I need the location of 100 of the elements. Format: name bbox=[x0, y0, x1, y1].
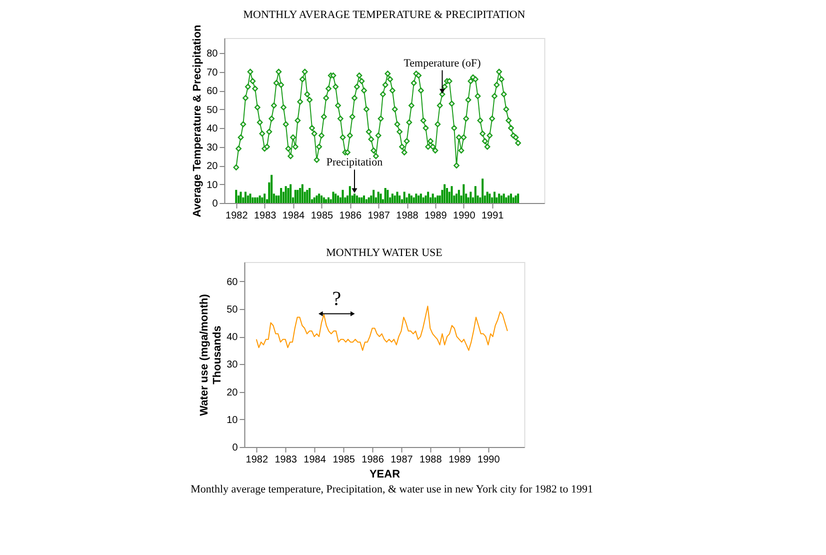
x-tick-label: 1991 bbox=[481, 210, 504, 222]
bar bbox=[424, 196, 427, 203]
x-tick-label: 1988 bbox=[420, 454, 442, 466]
bar bbox=[284, 186, 287, 203]
bar bbox=[240, 192, 242, 203]
y-tick-label: 10 bbox=[206, 180, 218, 191]
bar bbox=[365, 199, 368, 203]
annotation: ? bbox=[332, 288, 342, 310]
bar bbox=[258, 196, 261, 203]
bar bbox=[287, 188, 290, 203]
x-tick-label: 1984 bbox=[304, 454, 326, 466]
bar bbox=[316, 196, 318, 203]
bar bbox=[427, 192, 430, 203]
x-tick-label: 1987 bbox=[368, 210, 390, 222]
bar bbox=[444, 184, 446, 203]
bar bbox=[270, 174, 273, 203]
bar bbox=[436, 196, 439, 203]
bar bbox=[320, 196, 322, 203]
bar bbox=[318, 194, 320, 203]
bar bbox=[482, 178, 484, 203]
y-tick-label: 60 bbox=[206, 86, 218, 97]
bar bbox=[299, 188, 302, 203]
y-tick-label: 50 bbox=[226, 304, 238, 316]
x-tick-label: 1989 bbox=[448, 454, 472, 466]
bar bbox=[368, 197, 370, 203]
bar bbox=[249, 194, 252, 203]
bar bbox=[380, 194, 382, 203]
bar bbox=[488, 194, 491, 203]
bar bbox=[252, 197, 254, 203]
x-tick-label: 1988 bbox=[396, 210, 419, 222]
bar bbox=[246, 196, 249, 203]
bar bbox=[510, 194, 512, 203]
bar bbox=[394, 196, 396, 203]
bar bbox=[508, 196, 510, 203]
bar bbox=[290, 184, 292, 203]
bar bbox=[450, 186, 453, 203]
bar bbox=[360, 197, 363, 203]
bar bbox=[322, 197, 325, 203]
x-tick-label: 1982 bbox=[246, 454, 268, 466]
y-tick-label: 40 bbox=[226, 332, 238, 344]
bar bbox=[434, 197, 436, 203]
text: Monthly average temperature, Precipitation, & water use in new York city for 1982 to 1991 bbox=[190, 484, 593, 496]
bar bbox=[420, 194, 422, 203]
y-tick-label: 70 bbox=[206, 67, 218, 78]
y-tick-label: 0 bbox=[232, 442, 238, 454]
bar bbox=[325, 199, 328, 203]
bar bbox=[408, 194, 410, 203]
bar bbox=[372, 190, 375, 203]
bar bbox=[494, 192, 496, 203]
bar bbox=[505, 197, 508, 203]
bar bbox=[264, 194, 266, 203]
bar bbox=[486, 192, 488, 203]
y-tick-label: 60 bbox=[226, 276, 238, 288]
bar bbox=[235, 190, 238, 203]
annotation: Precipitation bbox=[326, 156, 384, 169]
bar bbox=[275, 196, 278, 203]
bar bbox=[396, 192, 398, 203]
x-tick-label: 1982 bbox=[226, 210, 248, 222]
bar bbox=[500, 196, 502, 203]
bar bbox=[358, 197, 360, 203]
bar bbox=[458, 190, 460, 203]
bar bbox=[391, 194, 394, 203]
bar bbox=[261, 197, 264, 203]
bar bbox=[280, 188, 282, 203]
bar bbox=[244, 192, 247, 203]
bar bbox=[332, 192, 334, 203]
bar bbox=[474, 186, 476, 203]
x-tick-label: 1986 bbox=[339, 210, 362, 222]
bar bbox=[334, 194, 337, 203]
bar bbox=[498, 194, 500, 203]
y-tick-label: 10 bbox=[226, 414, 238, 426]
y-tick-label: 20 bbox=[226, 387, 238, 398]
bar bbox=[306, 190, 308, 203]
chart-title: MONTHLY WATER USE bbox=[326, 247, 443, 259]
bar bbox=[398, 196, 401, 203]
x-tick-label: 1983 bbox=[274, 454, 298, 466]
bar bbox=[517, 194, 520, 203]
bar bbox=[412, 197, 415, 203]
bar bbox=[446, 188, 448, 203]
bar bbox=[386, 190, 389, 203]
x-tick-label: 1987 bbox=[390, 454, 414, 466]
x-tick-label: 1990 bbox=[478, 454, 500, 466]
x-tick-label: 1989 bbox=[424, 210, 448, 222]
bar bbox=[422, 197, 424, 203]
y-tick-label: 40 bbox=[206, 124, 218, 134]
bar bbox=[363, 196, 366, 203]
bar bbox=[348, 186, 351, 203]
bar bbox=[410, 196, 412, 203]
bar bbox=[415, 194, 418, 203]
bar bbox=[296, 190, 299, 203]
y-axis-title: Average Temperature & Precipitation bbox=[192, 24, 204, 218]
y-axis-title: Water use (mga/month) Thousands bbox=[198, 294, 224, 416]
y-tick-label: 30 bbox=[206, 142, 218, 154]
x-tick-label: 1984 bbox=[282, 210, 306, 222]
bar bbox=[356, 196, 358, 203]
bar bbox=[328, 197, 330, 203]
bar bbox=[456, 194, 458, 203]
bar bbox=[313, 197, 316, 203]
x-axis-title: YEAR bbox=[369, 468, 400, 480]
bar bbox=[294, 190, 296, 203]
